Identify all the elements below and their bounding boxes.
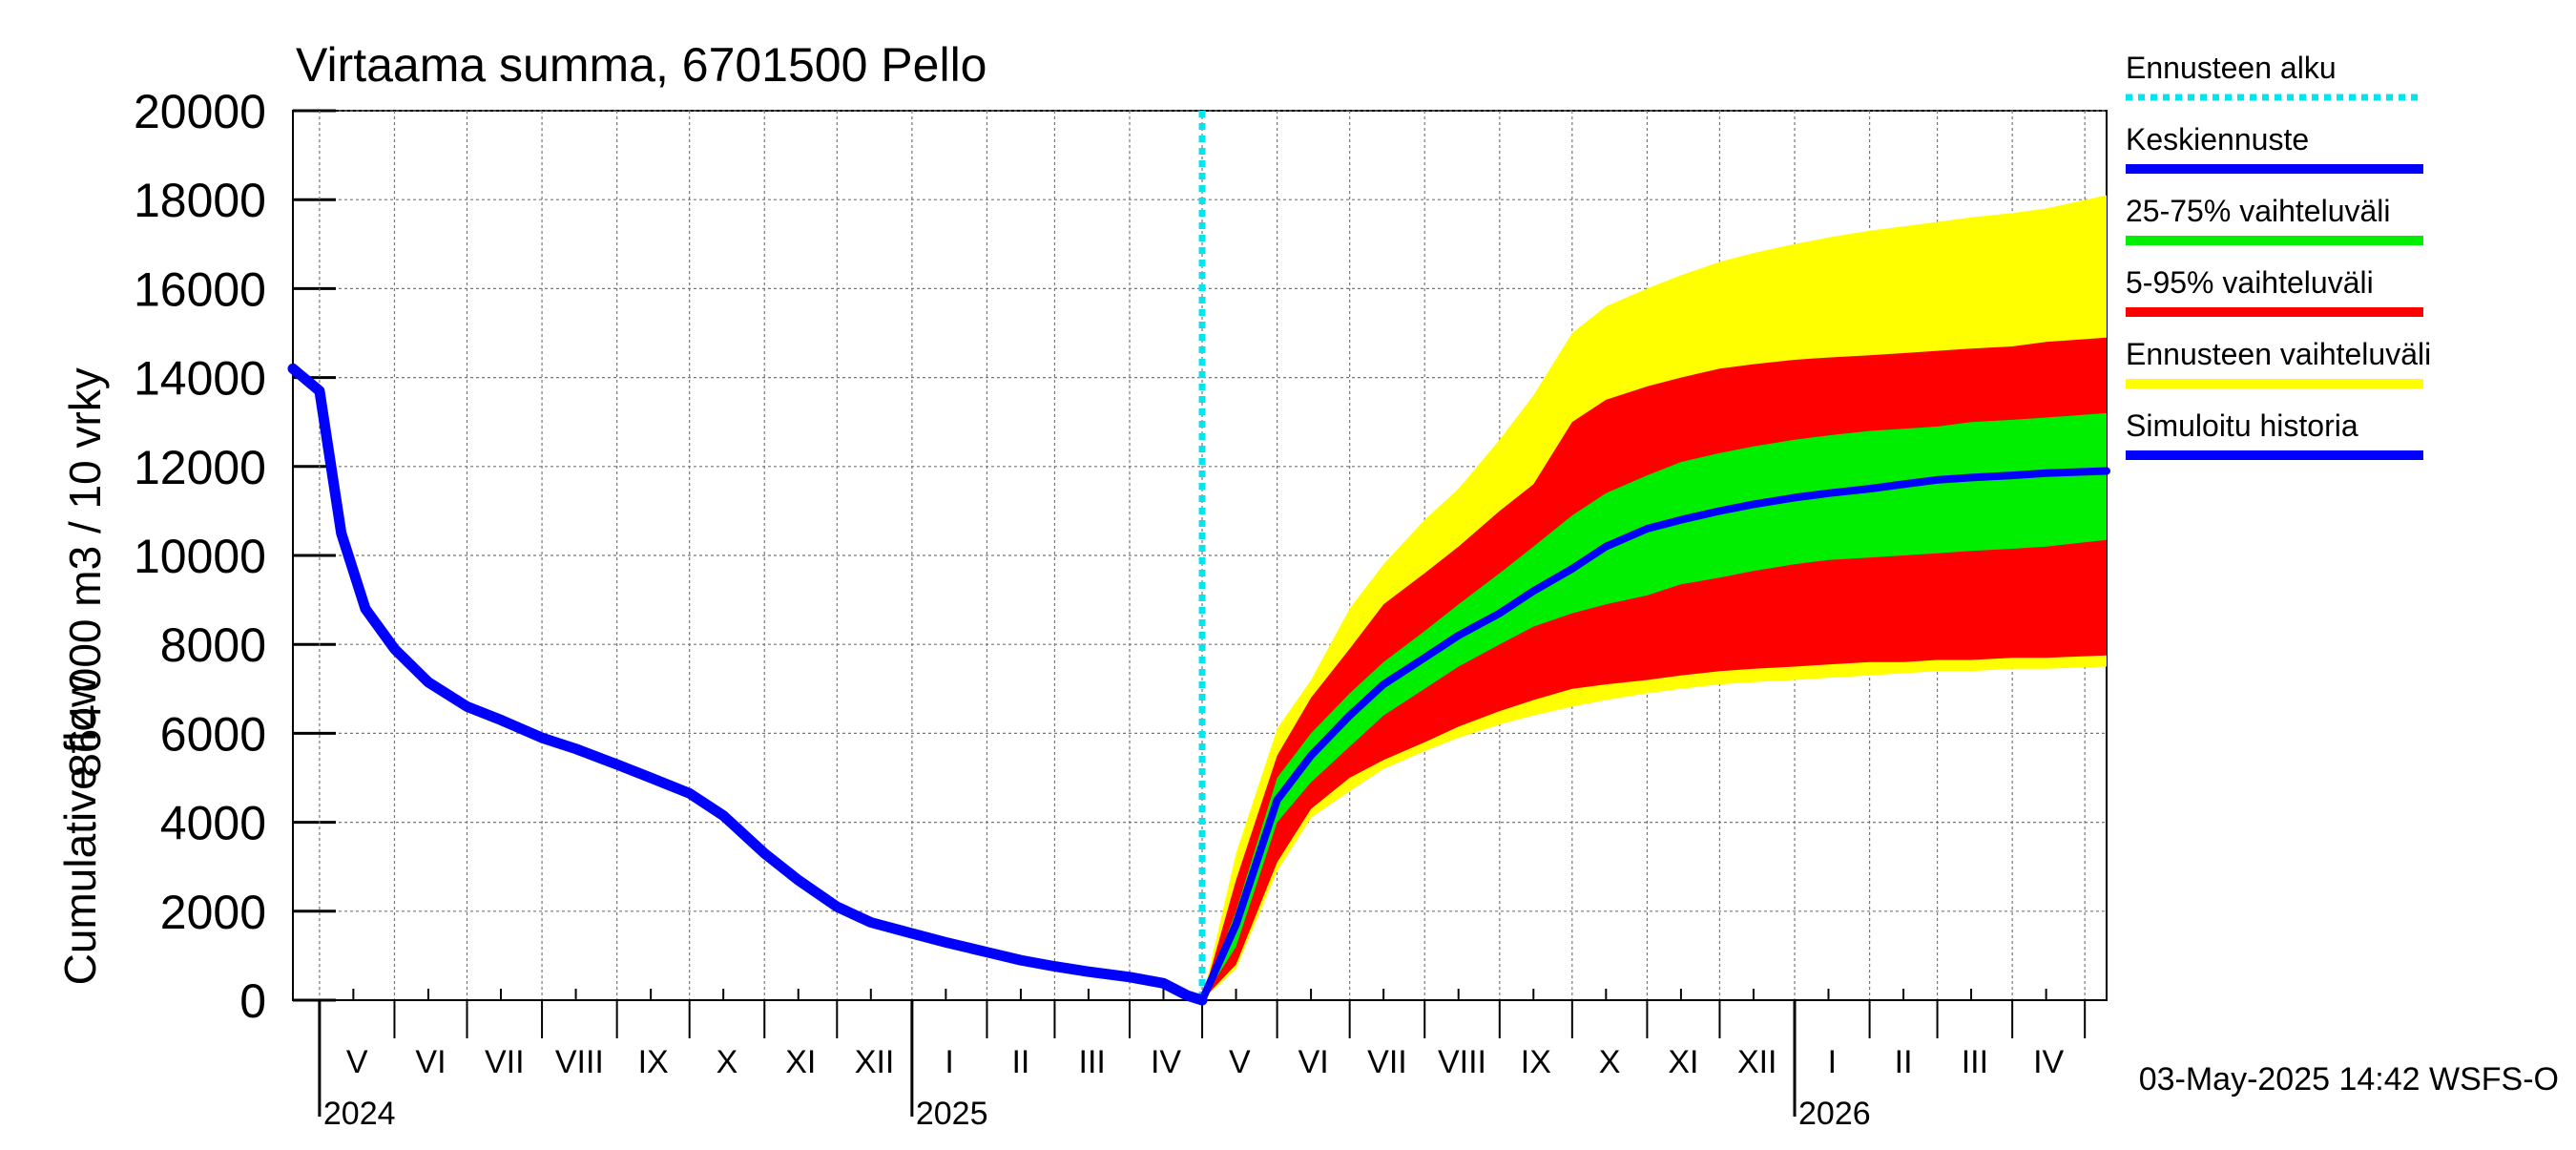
y-tick-label: 4000 [160, 797, 266, 850]
legend-label: Keskiennuste [2126, 122, 2309, 157]
month-label: IX [1521, 1044, 1551, 1080]
month-label: III [1079, 1044, 1106, 1080]
month-label: XII [855, 1044, 895, 1080]
month-label: I [945, 1044, 953, 1080]
legend-label: 25-75% vaihteluväli [2126, 194, 2391, 228]
month-label: IX [638, 1044, 669, 1080]
month-label: II [1011, 1044, 1029, 1080]
legend-label: Ennusteen alku [2126, 51, 2337, 85]
y-tick-label: 6000 [160, 707, 266, 761]
month-label: XI [785, 1044, 816, 1080]
month-label: X [717, 1044, 738, 1080]
y-tick-label: 20000 [134, 85, 266, 138]
y-tick-label: 12000 [134, 441, 266, 494]
chart-title: Virtaama summa, 6701500 Pello [296, 38, 987, 92]
month-label: VII [1367, 1044, 1407, 1080]
month-label: V [346, 1044, 368, 1080]
month-label: VIII [555, 1044, 604, 1080]
month-label: V [1229, 1044, 1251, 1080]
history-line [287, 363, 1208, 1006]
y-tick-label: 14000 [134, 352, 266, 406]
year-label: 2025 [916, 1096, 988, 1132]
y-axis-label-secondary: Cumulative flow [55, 675, 105, 985]
legend: Ennusteen alku Keskiennuste 25-75% vaihtel… [2126, 51, 2431, 460]
month-label: X [1599, 1044, 1621, 1080]
month-label: VII [485, 1044, 525, 1080]
month-label: II [1895, 1044, 1913, 1080]
legend-label: 5-95% vaihteluväli [2126, 265, 2374, 300]
y-axis-label-primary: 864 000 m3 / 10 vrky [60, 367, 110, 778]
month-label: IV [1151, 1044, 1181, 1080]
month-label: IV [2033, 1044, 2064, 1080]
y-tick-label: 10000 [134, 530, 266, 583]
legend-label: Ennusteen vaihteluväli [2126, 337, 2431, 371]
month-label: VI [1298, 1044, 1329, 1080]
y-tick-label: 18000 [134, 174, 266, 227]
median-forecast-line [1198, 467, 2110, 1004]
y-tick-label: 0 [239, 974, 266, 1028]
month-label: III [1962, 1044, 1988, 1080]
legend-label: Simuloitu historia [2126, 408, 2358, 443]
plot-layer: 0 2000 4000 6000 8000 10000 12000 14000 16000 180… [134, 85, 2110, 1132]
year-label: 2024 [323, 1096, 396, 1132]
year-label: 2026 [1798, 1096, 1871, 1132]
month-label: VI [415, 1044, 446, 1080]
month-label: VIII [1438, 1044, 1486, 1080]
y-tick-label: 2000 [160, 886, 266, 939]
month-label: XI [1668, 1044, 1698, 1080]
footer-timestamp: 03-May-2025 14:42 WSFS-O [2139, 1061, 2559, 1098]
y-tick-label: 8000 [160, 618, 266, 672]
y-tick-label: 16000 [134, 262, 266, 316]
month-label: XII [1737, 1044, 1777, 1080]
month-label: I [1828, 1044, 1837, 1080]
